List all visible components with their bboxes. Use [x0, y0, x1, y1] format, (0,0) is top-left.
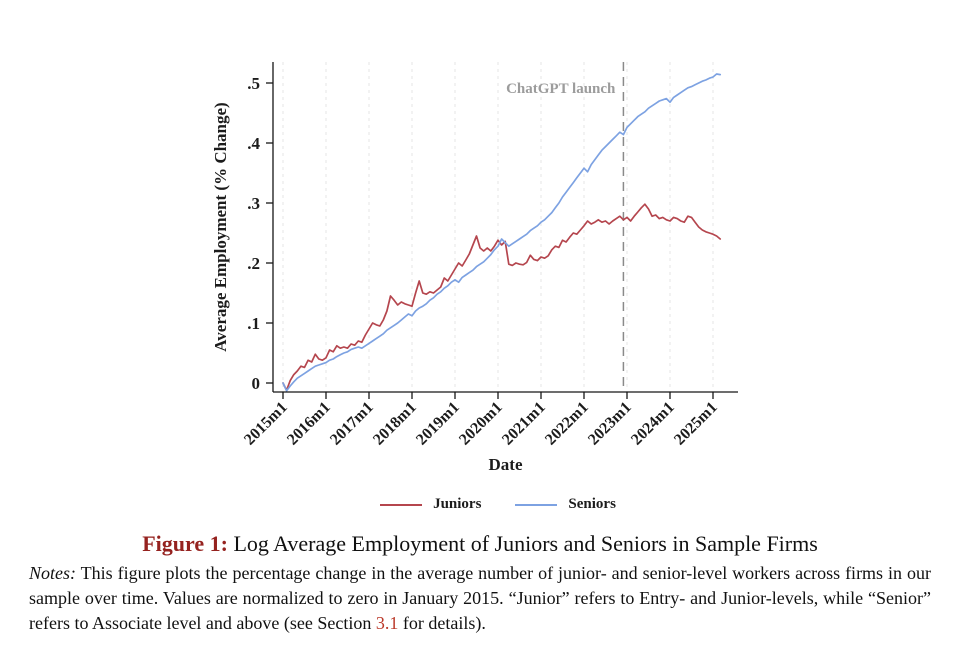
- legend-item-seniors: Seniors: [515, 496, 616, 513]
- figure-number: Figure 1:: [142, 531, 228, 556]
- notes-tail: for details).: [402, 613, 486, 633]
- legend-item-juniors: Juniors: [380, 496, 481, 513]
- x-tick-label: 2019m1: [413, 399, 463, 449]
- y-tick-label: .3: [247, 194, 260, 213]
- y-tick-label: .5: [247, 74, 260, 93]
- x-tick-label: 2021m1: [499, 399, 549, 449]
- chatgpt-launch-label: ChatGPT launch: [506, 81, 616, 97]
- y-axis-title: Average Employment (% Change): [211, 102, 230, 351]
- x-tick-label: 2017m1: [327, 399, 377, 449]
- y-tick-label: .2: [247, 254, 260, 273]
- y-tick-label: .1: [247, 314, 260, 333]
- legend-label-seniors: Seniors: [568, 496, 616, 512]
- x-tick-label: 2018m1: [370, 399, 420, 449]
- figure-notes: Notes: This figure plots the percentage …: [29, 561, 931, 636]
- x-tick-label: 2022m1: [542, 399, 592, 449]
- y-tick-label: 0: [252, 374, 261, 393]
- juniors-line-swatch: [380, 503, 423, 506]
- x-tick-label: 2020m1: [456, 399, 506, 449]
- chart-legend: Juniors Seniors: [18, 496, 960, 513]
- notes-label: Notes:: [29, 563, 76, 583]
- seniors-line: [282, 73, 722, 392]
- y-tick-label: .4: [247, 134, 260, 153]
- x-axis-title: Date: [489, 455, 523, 474]
- x-tick-label: 2025m1: [671, 399, 721, 449]
- employment-line-chart: ChatGPT launch0.1.2.3.4.52015m12016m1201…: [211, 62, 738, 474]
- figure-caption: Figure 1: Log Average Employment of Juni…: [0, 531, 960, 557]
- notes-body: This figure plots the percentage change …: [29, 563, 931, 633]
- x-tick-label: 2024m1: [628, 399, 678, 449]
- section-link[interactable]: 3.1: [375, 613, 399, 633]
- juniors-line: [282, 203, 722, 392]
- legend-label-juniors: Juniors: [433, 496, 482, 512]
- x-tick-label: 2015m1: [241, 399, 291, 449]
- x-tick-label: 2023m1: [585, 399, 635, 449]
- figure-title: Log Average Employment of Juniors and Se…: [233, 531, 818, 556]
- x-tick-label: 2016m1: [284, 399, 334, 449]
- seniors-line-swatch: [515, 503, 558, 506]
